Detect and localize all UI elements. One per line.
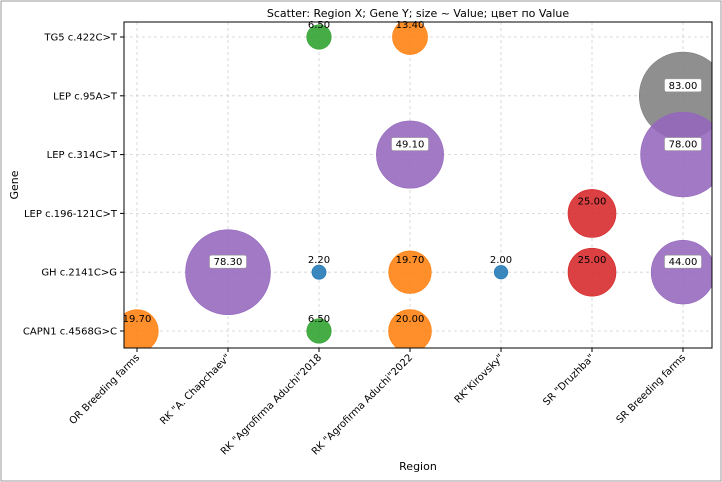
data-label: 20.00 [396,314,425,325]
bubble-point [306,318,332,344]
bubble-point [640,111,712,198]
data-label: 49.10 [396,140,425,151]
bubble-point [376,120,444,189]
bubble-point [567,189,617,238]
data-label: 6.50 [308,20,330,31]
data-label: 19.70 [396,255,425,266]
y-tick-label: GH c.2141C>G [41,268,117,279]
data-label: 19.70 [123,314,152,325]
data-label-box [209,254,247,269]
data-label: 2.00 [490,255,512,266]
data-label: 78.00 [669,140,698,151]
y-axis-title: Gene [8,170,21,199]
y-tick-label: TG5 c.422C>T [43,33,118,44]
y-tick-label: LEP c.196-121C>T [24,209,118,220]
data-label: 2.20 [308,255,330,266]
bubble-point [388,309,432,348]
chart-title: Scatter: Region X; Gene Y; size ~ Value;… [267,7,569,20]
bubble-point [185,229,271,315]
data-label-box [664,137,702,151]
data-label-box [664,78,702,93]
data-label: 25.00 [578,196,607,207]
bubble-point [392,22,428,55]
y-tick-label: CAPN1 c.4568G>C [23,327,117,338]
data-label-box [391,137,429,151]
bubble-point [311,264,327,280]
bubble-point [493,265,509,280]
plot-area [123,21,713,349]
bubble-point [306,24,332,50]
y-axis: CAPN1 c.4568G>C GH c.2141C>G LEP c.196-121… [23,33,124,338]
y-tick-label: LEP c.95A>T [53,91,118,102]
x-axis-title: Region [399,460,437,473]
data-label-box [664,254,702,269]
data-label: 6.50 [308,314,330,325]
data-label: 83.00 [669,81,698,92]
data-label: 78.30 [214,257,243,268]
data-label: 13.40 [396,20,425,31]
data-label: 25.00 [578,255,607,266]
bubble-point [124,309,159,348]
bubble-point [388,250,432,294]
data-label: 44.00 [669,257,698,268]
bubble-point [650,240,712,305]
data-labels: 19.70 78.30 6.50 2.20 6.50 13.40 49.10 19.70 20.… [123,20,702,325]
y-tick-label: LEP c.314C>T [47,150,118,161]
bubble-point [567,247,617,297]
